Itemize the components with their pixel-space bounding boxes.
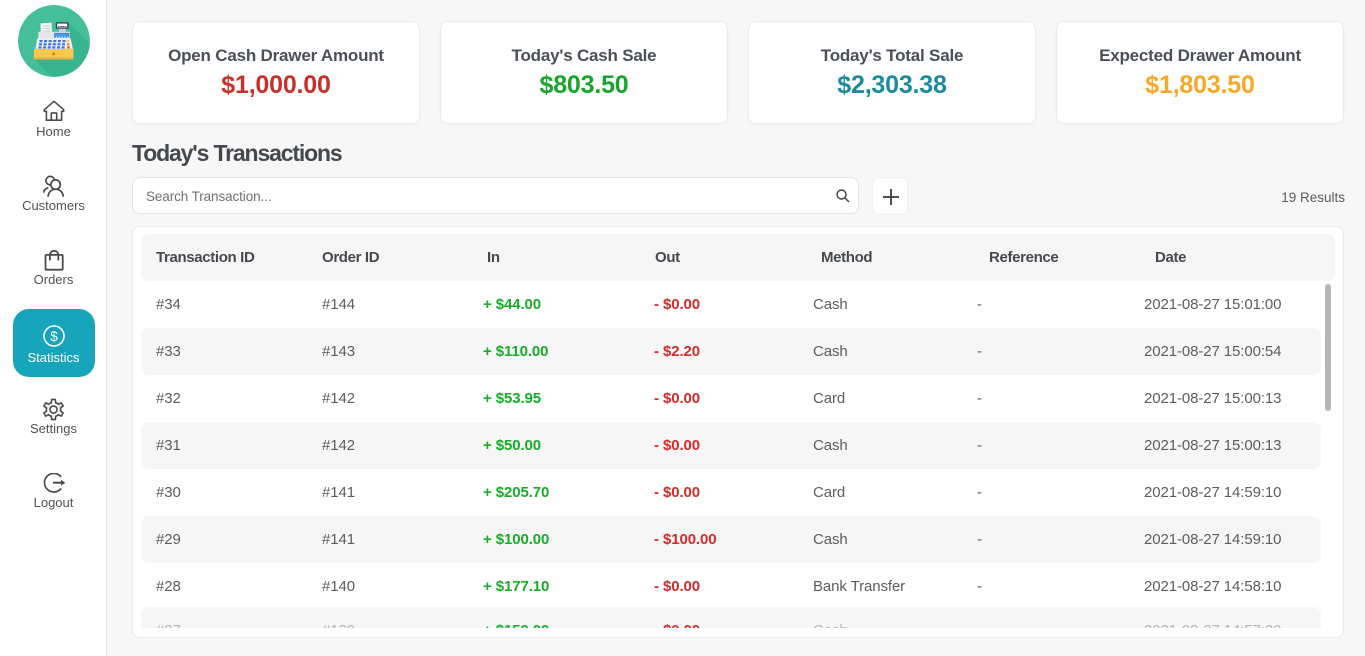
svg-text:$: $ bbox=[50, 329, 58, 344]
